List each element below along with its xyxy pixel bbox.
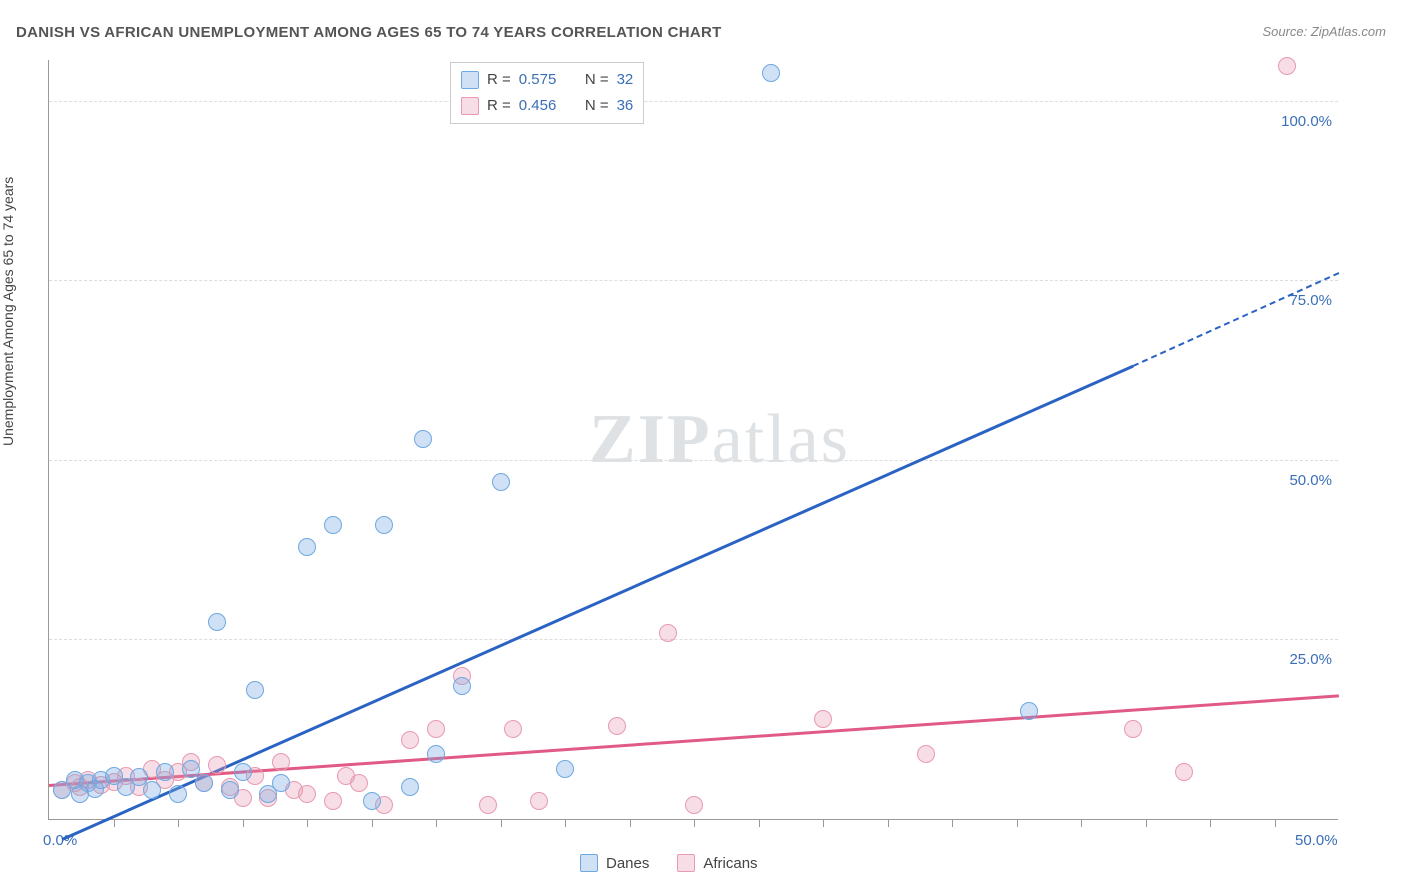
danes-point	[401, 778, 419, 796]
africans-point	[324, 792, 342, 810]
danes-point	[208, 613, 226, 631]
x-tick	[307, 819, 308, 827]
plot-area: ZIPatlas 25.0%50.0%75.0%100.0%0.0%50.0%	[48, 60, 1338, 820]
legend-item: Africans	[677, 854, 757, 872]
stats-row: R = 0.456 N = 36	[461, 93, 633, 119]
africans-point	[401, 731, 419, 749]
x-tick	[694, 819, 695, 827]
danes-point	[414, 430, 432, 448]
legend: Danes Africans	[580, 854, 758, 872]
danes-point	[195, 774, 213, 792]
gridline-h	[49, 639, 1338, 640]
x-tick	[1017, 819, 1018, 827]
danes-point	[762, 64, 780, 82]
danes-point	[182, 760, 200, 778]
stat-R: 0.575	[519, 67, 557, 93]
danes-point	[169, 785, 187, 803]
x-tick	[952, 819, 953, 827]
africans-point	[208, 756, 226, 774]
gridline-h	[49, 101, 1338, 102]
stat-R: 0.456	[519, 93, 557, 119]
blue-swatch	[580, 854, 598, 872]
x-tick	[501, 819, 502, 827]
africans-point	[530, 792, 548, 810]
x-tick	[178, 819, 179, 827]
africans-point	[685, 796, 703, 814]
watermark: ZIPatlas	[589, 400, 850, 480]
stats-box: R = 0.575 N = 32R = 0.456 N = 36	[450, 62, 644, 124]
danes-point	[221, 781, 239, 799]
chart-title: DANISH VS AFRICAN UNEMPLOYMENT AMONG AGE…	[16, 24, 722, 41]
danes-point	[363, 792, 381, 810]
y-tick-label: 75.0%	[1289, 292, 1332, 309]
x-tick	[1210, 819, 1211, 827]
source-credit: Source: ZipAtlas.com	[1262, 24, 1386, 39]
africans-point	[272, 753, 290, 771]
gridline-h	[49, 460, 1338, 461]
danes-point	[234, 763, 252, 781]
x-tick-label: 50.0%	[1295, 832, 1338, 849]
danes-point	[324, 516, 342, 534]
danes-point	[246, 681, 264, 699]
y-axis-label: Unemployment Among Ages 65 to 74 years	[0, 177, 16, 446]
pink-swatch	[461, 97, 479, 115]
x-tick	[436, 819, 437, 827]
blue-swatch	[461, 71, 479, 89]
danes-point	[375, 516, 393, 534]
africans-point	[1124, 720, 1142, 738]
africans-point	[608, 717, 626, 735]
danes-point	[156, 763, 174, 781]
x-tick	[114, 819, 115, 827]
africans-point	[427, 720, 445, 738]
africans-point	[814, 710, 832, 728]
danes-point	[453, 677, 471, 695]
x-tick	[630, 819, 631, 827]
africans-point	[917, 745, 935, 763]
x-tick	[565, 819, 566, 827]
x-tick	[243, 819, 244, 827]
x-tick	[759, 819, 760, 827]
danes-point	[272, 774, 290, 792]
stat-N: 36	[617, 93, 634, 119]
africans-point	[504, 720, 522, 738]
danes-point	[427, 745, 445, 763]
legend-item: Danes	[580, 854, 649, 872]
stat-N: 32	[617, 67, 634, 93]
africans-point	[350, 774, 368, 792]
x-tick	[888, 819, 889, 827]
y-tick-label: 25.0%	[1289, 651, 1332, 668]
x-tick	[372, 819, 373, 827]
africans-point	[1278, 57, 1296, 75]
x-tick	[823, 819, 824, 827]
legend-label: Africans	[703, 855, 757, 872]
watermark-light: atlas	[712, 401, 850, 478]
trend-line-dashed	[1132, 272, 1339, 367]
africans-point	[1175, 763, 1193, 781]
source-name: ZipAtlas.com	[1311, 24, 1386, 39]
stats-row: R = 0.575 N = 32	[461, 67, 633, 93]
watermark-bold: ZIP	[589, 401, 712, 478]
africans-point	[659, 624, 677, 642]
danes-point	[298, 538, 316, 556]
y-tick-label: 100.0%	[1281, 113, 1332, 130]
danes-point	[492, 473, 510, 491]
x-tick	[1146, 819, 1147, 827]
danes-point	[556, 760, 574, 778]
pink-swatch	[677, 854, 695, 872]
africans-point	[298, 785, 316, 803]
danes-point	[143, 781, 161, 799]
y-tick-label: 50.0%	[1289, 472, 1332, 489]
source-label: Source:	[1262, 24, 1310, 39]
danes-point	[1020, 702, 1038, 720]
africans-point	[479, 796, 497, 814]
x-tick	[1275, 819, 1276, 827]
x-tick	[1081, 819, 1082, 827]
legend-label: Danes	[606, 855, 649, 872]
gridline-h	[49, 280, 1338, 281]
